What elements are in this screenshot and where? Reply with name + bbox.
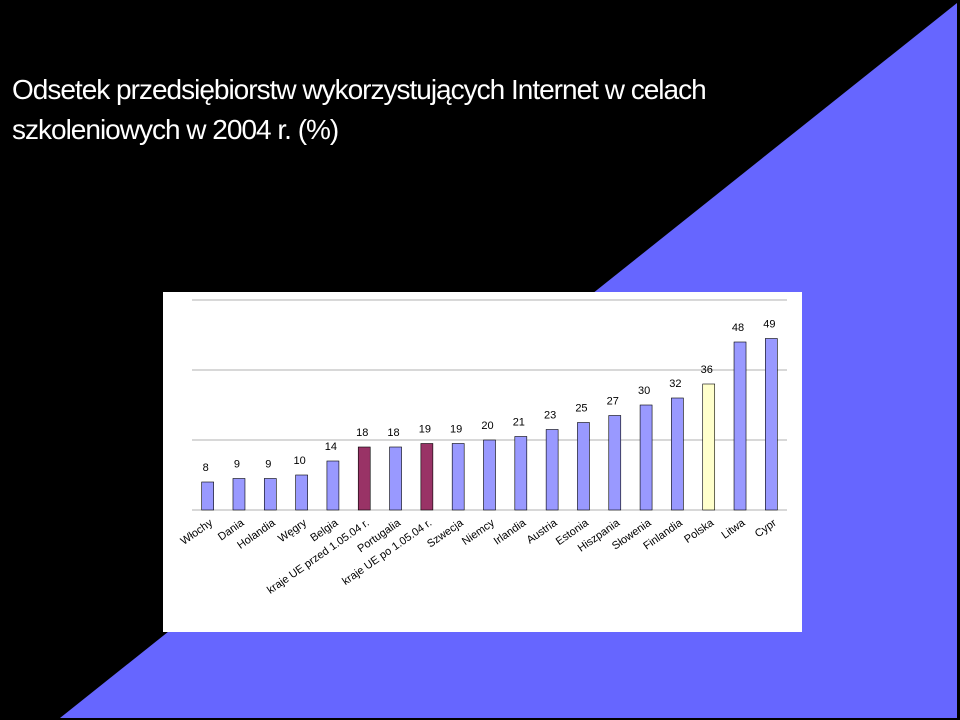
bar	[232, 478, 246, 511]
bar	[295, 474, 308, 511]
value-label: 25	[575, 402, 587, 414]
value-label: 20	[481, 420, 493, 432]
value-label: 21	[513, 416, 525, 428]
bar	[263, 478, 277, 511]
value-label: 27	[607, 395, 619, 407]
value-label: 32	[669, 378, 681, 390]
bar	[765, 338, 778, 511]
bar	[545, 429, 559, 511]
value-label: 9	[234, 458, 240, 470]
value-label: 10	[293, 455, 305, 467]
bar	[608, 415, 622, 511]
value-label: 36	[701, 364, 713, 376]
chart-title: Odsetek przedsiębiorstw wykorzystujących…	[12, 74, 707, 145]
bar	[201, 481, 214, 511]
value-label: 18	[387, 427, 399, 439]
bar	[451, 443, 465, 511]
bar	[514, 436, 528, 511]
bar	[733, 341, 747, 511]
value-label: 30	[638, 385, 650, 397]
value-label: 19	[450, 423, 462, 435]
bar	[357, 446, 371, 511]
value-label: 19	[419, 423, 431, 435]
value-label: 23	[544, 409, 556, 421]
value-label: 9	[265, 458, 271, 470]
value-label: 49	[763, 318, 775, 330]
bar	[702, 383, 716, 511]
chart-area	[163, 292, 802, 632]
bar	[483, 439, 496, 511]
bar	[639, 404, 653, 511]
bar	[671, 397, 684, 511]
bar	[420, 443, 434, 511]
value-label: 48	[732, 322, 744, 334]
value-label: 18	[356, 427, 368, 439]
value-label: 14	[325, 441, 337, 453]
bar	[389, 446, 402, 511]
bar	[577, 422, 590, 511]
value-label: 8	[203, 462, 209, 474]
bar	[326, 460, 340, 511]
